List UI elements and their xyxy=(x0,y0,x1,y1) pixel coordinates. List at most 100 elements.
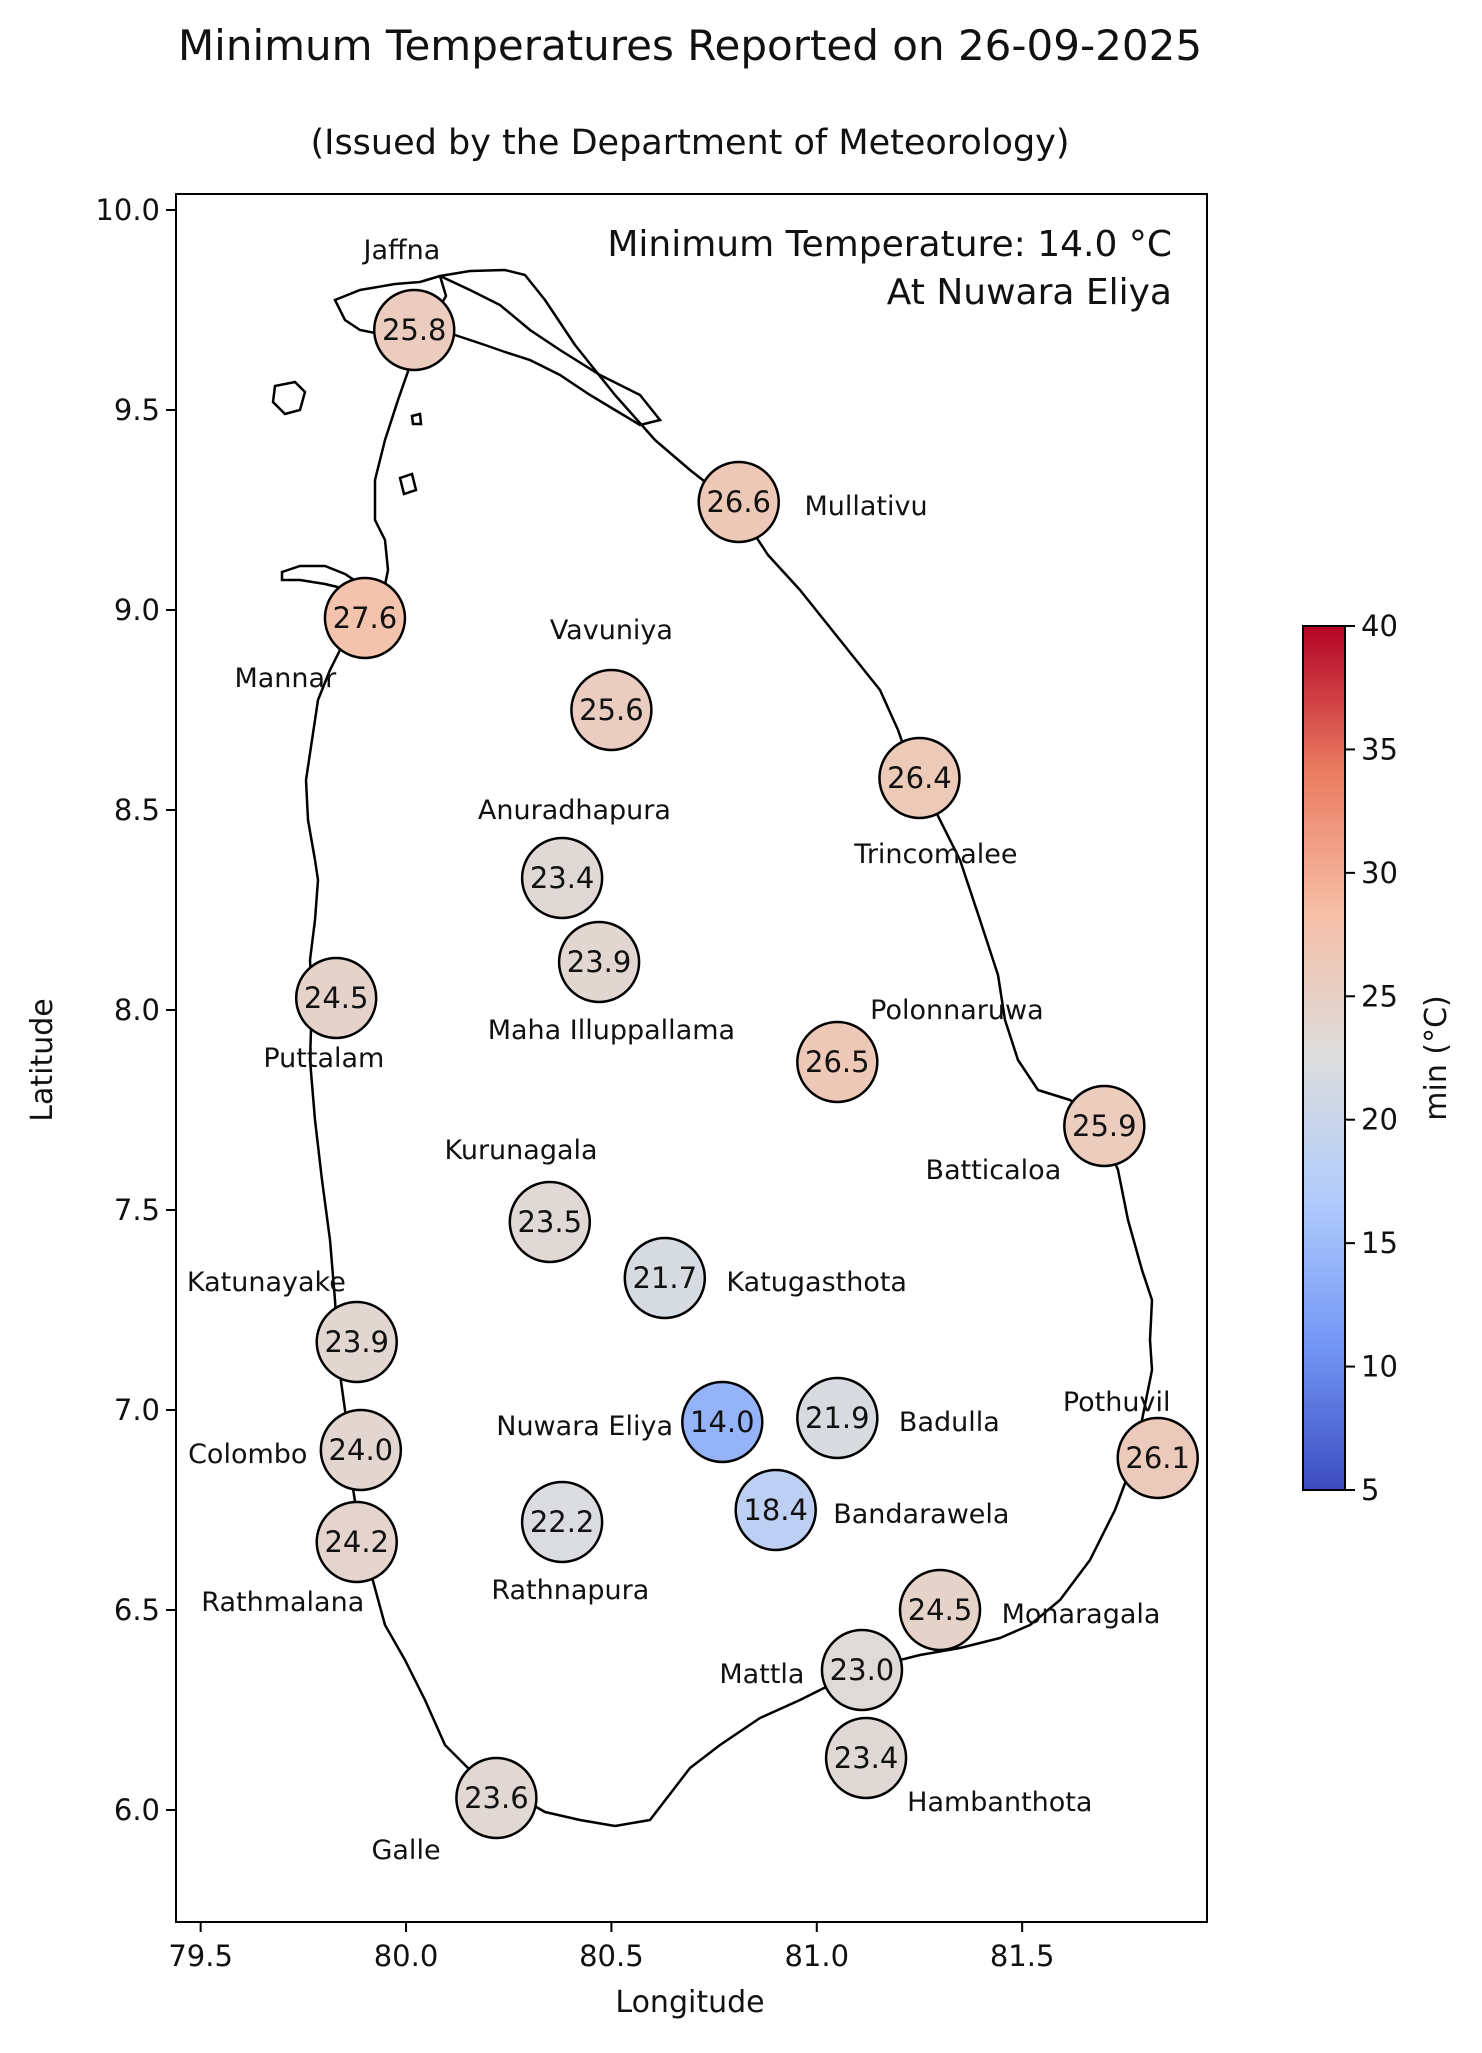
station-name-label: Rathmalana xyxy=(201,1587,364,1618)
station-marker xyxy=(681,1380,764,1464)
station-marker xyxy=(820,1628,904,1712)
station-marker xyxy=(878,736,961,820)
station-marker xyxy=(372,288,456,372)
station-marker xyxy=(315,1300,398,1384)
colorbar-tick-label: 35 xyxy=(1361,732,1398,766)
colorbar-tick-label: 25 xyxy=(1361,979,1398,1013)
y-tick-label: 6.5 xyxy=(114,1593,160,1627)
station-marker xyxy=(1063,1084,1146,1168)
y-tick-label: 7.5 xyxy=(114,1193,160,1227)
station-name-label: Katugasthota xyxy=(726,1267,907,1298)
y-tick-label: 10.0 xyxy=(95,193,160,227)
station-name-label: Badulla xyxy=(899,1407,1000,1438)
station-name-label: Katunayake xyxy=(187,1267,346,1298)
station-name-label: Galle xyxy=(371,1835,440,1866)
station-marker xyxy=(697,460,780,544)
colorbar-tick-label: 40 xyxy=(1361,609,1398,643)
station-marker xyxy=(315,1500,398,1584)
chart-title: Minimum Temperatures Reported on 26-09-2… xyxy=(178,21,1202,70)
station-name-label: Mullativu xyxy=(804,491,927,522)
station-value: 23.4 xyxy=(834,1741,899,1775)
station-value: 24.5 xyxy=(304,981,369,1015)
station-marker xyxy=(623,1236,707,1320)
island-2 xyxy=(398,472,418,496)
station-value: 24.5 xyxy=(908,1593,973,1627)
station-name-label: Polonnaruwa xyxy=(870,995,1043,1026)
station-name-label: Kurunagala xyxy=(444,1135,597,1166)
island-3 xyxy=(410,412,423,426)
station-name-label: Nuwara Eliya xyxy=(496,1411,673,1442)
y-axis-label: Latitude xyxy=(25,998,60,1121)
station-value: 21.9 xyxy=(805,1401,870,1435)
station-value: 18.4 xyxy=(743,1493,808,1527)
min-temp-location-annotation: At Nuwara Eliya xyxy=(887,272,1172,313)
station-marker xyxy=(796,1020,879,1104)
station-value: 21.7 xyxy=(633,1261,698,1295)
station-name-label: Rathnapura xyxy=(491,1575,649,1606)
station-marker xyxy=(898,1568,982,1652)
station-marker xyxy=(570,668,653,752)
y-axis: 6.0 6.5 7.0 7.5 8.0 8.5 9.0 9.5 10.0 xyxy=(95,193,176,1827)
colorbar-tick-label: 30 xyxy=(1361,856,1398,890)
colorbar-tick-label: 5 xyxy=(1361,1473,1379,1507)
station-marker xyxy=(796,1376,879,1460)
station-name-label: Colombo xyxy=(188,1439,307,1470)
x-tick-label: 80.5 xyxy=(579,1939,644,1973)
station-name-label: Maha Illuppallama xyxy=(488,1015,735,1046)
stations-layer: 25.8 Jaffna 26.6 Mullativu 27.6 Mannar 25.6 Vav… xyxy=(187,235,1199,1866)
station-marker xyxy=(1116,1416,1199,1500)
island-1 xyxy=(271,380,307,416)
colorbar-label: min (°C) xyxy=(1419,995,1454,1120)
colorbar-tick-label: 20 xyxy=(1361,1103,1398,1137)
station-value: 25.8 xyxy=(382,313,447,347)
colorbar-tick-label: 10 xyxy=(1361,1350,1398,1384)
colorbar-ticks: 5 10 15 20 25 30 35 40 xyxy=(1345,609,1398,1507)
station-name-label: Trincomalee xyxy=(853,839,1017,870)
station-name-label: Vavuniya xyxy=(550,615,673,646)
plot-area xyxy=(175,193,1208,1923)
station-name-label: Bandarawela xyxy=(833,1499,1009,1530)
station-marker xyxy=(323,576,407,660)
y-tick-label: 8.5 xyxy=(114,793,160,827)
station-marker xyxy=(520,1480,604,1564)
station-name-label: Hambanthota xyxy=(907,1787,1092,1818)
station-marker xyxy=(557,920,641,1004)
station-value: 24.2 xyxy=(324,1525,389,1559)
x-tick-label: 81.5 xyxy=(990,1939,1055,1973)
station-marker xyxy=(734,1468,817,1552)
min-temp-annotation: Minimum Temperature: 14.0 °C xyxy=(607,224,1172,265)
station-value: 24.0 xyxy=(329,1433,394,1467)
station-value: 23.0 xyxy=(830,1653,895,1687)
colorbar xyxy=(1302,625,1346,1491)
station-name-label: Monaragala xyxy=(1002,1599,1161,1630)
y-tick-label: 9.5 xyxy=(114,393,160,427)
station-marker xyxy=(520,836,604,920)
x-axis-label: Longitude xyxy=(615,1985,764,2020)
station-value: 23.5 xyxy=(517,1205,582,1239)
station-value: 25.6 xyxy=(579,693,644,727)
station-name-label: Puttalam xyxy=(263,1043,384,1074)
station-value: 23.6 xyxy=(464,1781,529,1815)
y-tick-label: 6.0 xyxy=(114,1793,160,1827)
station-marker xyxy=(294,956,378,1040)
x-tick-label: 80.0 xyxy=(374,1939,439,1973)
station-value: 23.9 xyxy=(324,1325,389,1359)
station-name-label: Pothuvil xyxy=(1063,1387,1171,1418)
y-tick-label: 9.0 xyxy=(114,593,160,627)
x-axis: 79.5 80.0 80.5 81.0 81.5 xyxy=(168,1922,1054,1973)
station-value: 25.9 xyxy=(1072,1109,1137,1143)
station-value: 22.2 xyxy=(530,1505,595,1539)
colorbar-tick-label: 15 xyxy=(1361,1226,1398,1260)
station-name-label: Jaffna xyxy=(362,235,441,266)
y-tick-label: 8.0 xyxy=(114,993,160,1027)
station-value: 26.4 xyxy=(887,761,952,795)
station-name-label: Batticaloa xyxy=(926,1155,1062,1186)
station-name-label: Mattla xyxy=(719,1659,804,1690)
station-marker xyxy=(824,1716,908,1800)
station-value: 23.4 xyxy=(530,861,595,895)
station-value: 27.6 xyxy=(333,601,398,635)
x-tick-label: 79.5 xyxy=(168,1939,233,1973)
x-tick-label: 81.0 xyxy=(784,1939,849,1973)
station-name-label: Mannar xyxy=(234,663,337,694)
